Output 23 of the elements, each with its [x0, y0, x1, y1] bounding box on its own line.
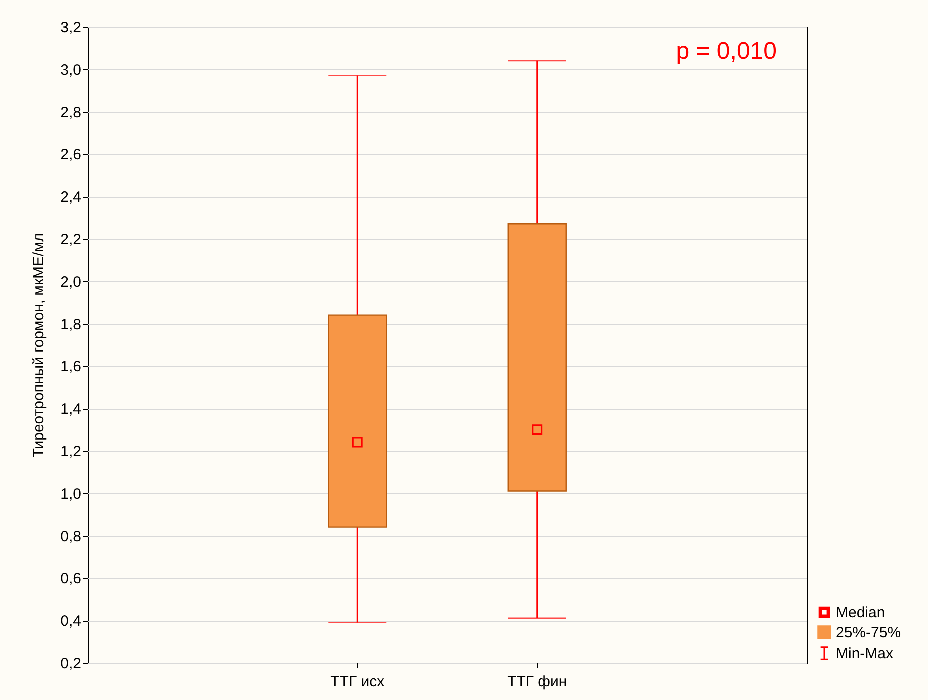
- y-tick-label: 0,8: [60, 528, 82, 546]
- y-tick-label: 3,0: [60, 62, 82, 79]
- y-tick-label: 2,0: [60, 274, 82, 291]
- y-tick-label: 3,2: [60, 20, 82, 36]
- legend-label: 25%-75%: [836, 624, 902, 642]
- y-tick-label: 0,2: [60, 656, 82, 672]
- annotation: p = 0,010: [676, 38, 777, 65]
- text: Median: [836, 604, 886, 622]
- x-tick-label: ТТГ исх: [330, 674, 386, 690]
- y-tick-label: 1,2: [60, 444, 82, 460]
- y-tick-label: 1,8: [60, 316, 82, 334]
- y-axis-title: Тиреотропный гормон, мкМЕ/мл: [30, 233, 48, 458]
- y-tick-label: 0,4: [60, 613, 82, 630]
- y-tick-label: 1,0: [60, 486, 82, 503]
- y-tick-label: 2,6: [60, 146, 82, 164]
- y-tick-label: 1,6: [60, 358, 82, 376]
- y-tick-label: 2,8: [60, 104, 82, 122]
- y-tick-label: 0,6: [60, 570, 82, 588]
- y-tick-label: 2,2: [60, 232, 82, 248]
- y-tick-label: 1,4: [60, 401, 82, 418]
- x-tick-label: ТТГ фин: [508, 674, 568, 690]
- y-tick-label: 2,4: [60, 189, 82, 206]
- text: Min-Max: [836, 646, 894, 662]
